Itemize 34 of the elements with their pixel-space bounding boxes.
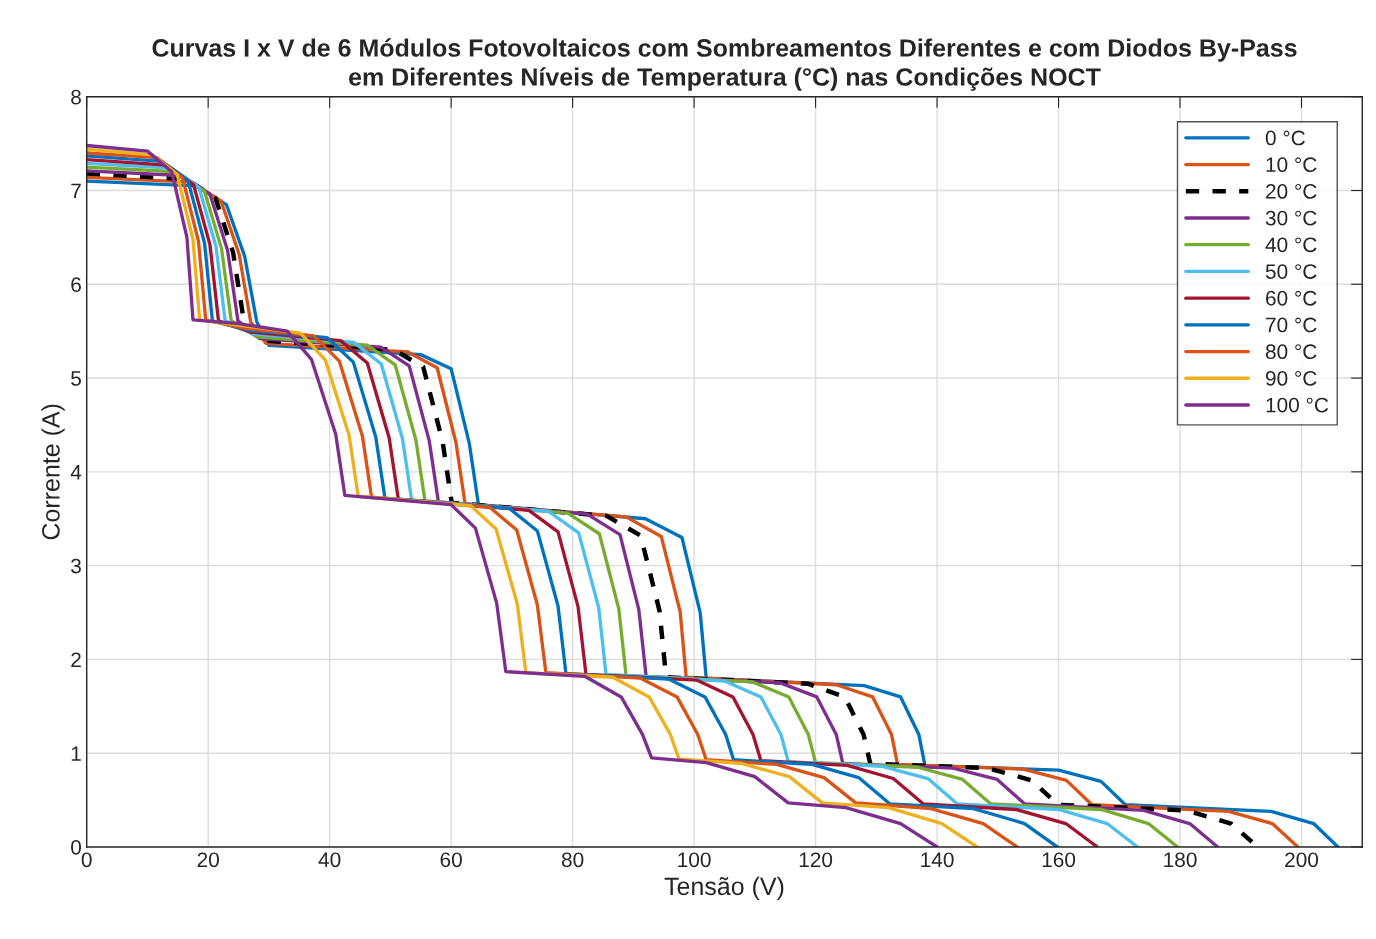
- y-tick-label: 1: [71, 746, 81, 761]
- legend-label: 100 °C: [1266, 397, 1329, 413]
- legend-label: 10 °C: [1266, 157, 1317, 173]
- x-tick-label: 180: [1164, 852, 1197, 868]
- y-tick-label: 6: [71, 277, 81, 293]
- x-axis-title: Tensão (V): [664, 876, 784, 901]
- legend-label: 30 °C: [1265, 210, 1317, 226]
- legend-label: 0 °C: [1265, 130, 1305, 146]
- x-tick-label: 60: [440, 852, 462, 868]
- x-tick-label: 160: [1042, 852, 1076, 868]
- y-tick-label: 7: [71, 183, 81, 199]
- y-tick-label: 3: [71, 558, 81, 574]
- y-tick-label: 0: [71, 839, 82, 855]
- x-tick-label: 120: [799, 852, 833, 868]
- y-tick-label: 8: [71, 89, 81, 105]
- x-tick-label: 200: [1285, 852, 1319, 868]
- legend-label: 90 °C: [1265, 371, 1317, 386]
- legend-label: 50 °C: [1265, 264, 1317, 279]
- legend-label: 40 °C: [1265, 237, 1317, 253]
- x-tick-label: 20: [197, 852, 219, 868]
- x-tick-label: 40: [318, 852, 341, 868]
- chart-title: Curvas I x V de 6 Módulos Fotovoltaicos com Sombreamentos Diferentes e com Diodos By-Pass em Diferentes Níveis de Temperatura (°C) nas Condições NOCT: [152, 38, 1297, 91]
- legend-label: 20 °C: [1266, 184, 1317, 199]
- y-tick-label: 5: [71, 371, 81, 386]
- y-axis-title: Corrente (A): [41, 404, 65, 540]
- legend-label: 70 °C: [1266, 317, 1317, 333]
- x-tick-label: 140: [921, 852, 954, 868]
- x-tick-label: 100: [678, 852, 711, 868]
- y-tick-label: 4: [70, 465, 82, 480]
- x-tick-label: 0: [81, 852, 92, 868]
- y-tick-label: 2: [71, 652, 81, 667]
- legend-label: 60 °C: [1266, 290, 1317, 306]
- legend-label: 80 °C: [1265, 344, 1317, 360]
- x-tick-label: 80: [561, 852, 584, 868]
